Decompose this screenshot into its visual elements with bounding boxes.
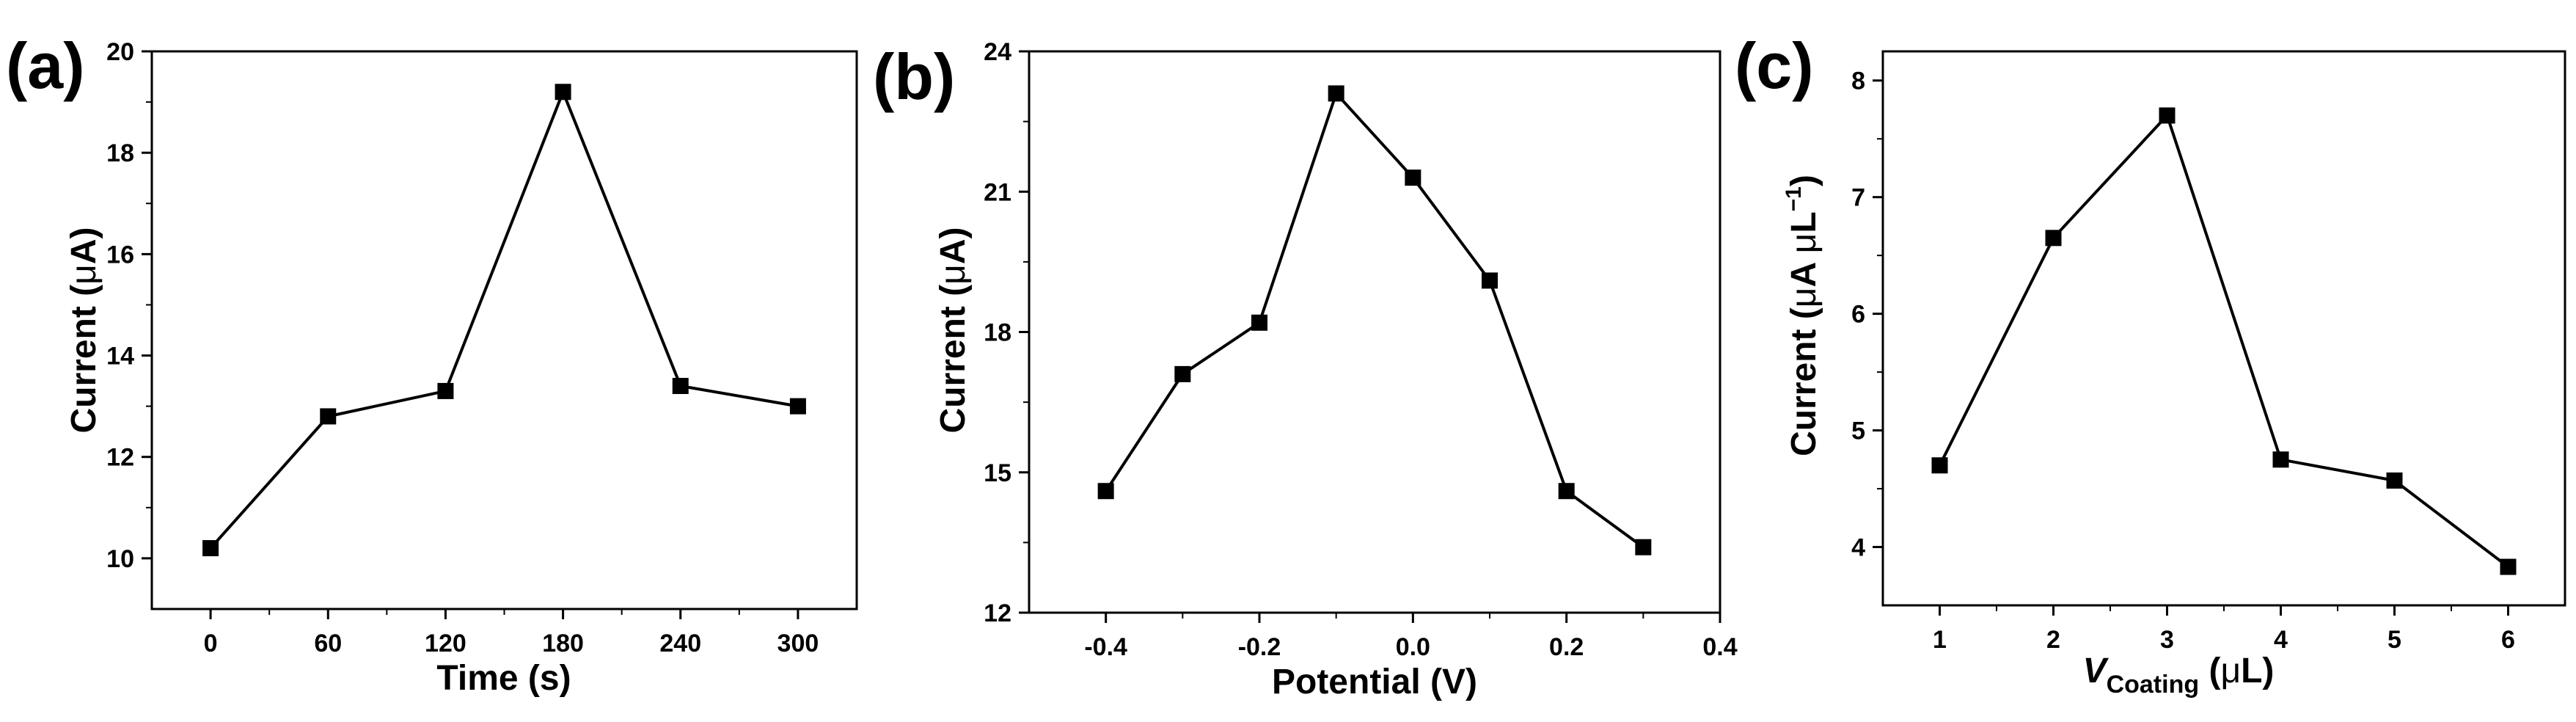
- data-point: [1931, 457, 1948, 474]
- ticks: 1 2 3 4 5 6 4 5 6 7 8: [1851, 68, 2515, 654]
- y-tick-label: 18: [106, 139, 134, 167]
- data-point: [2159, 107, 2176, 124]
- ticks: 0 60 120 180 240 300 10 12 14 16 18 20: [106, 38, 819, 657]
- x-tick-label: 120: [425, 630, 466, 657]
- data-point: [320, 408, 337, 425]
- data-point: [1405, 169, 1421, 186]
- y-tick-label: 7: [1851, 184, 1865, 212]
- plot-frame: [1881, 50, 2566, 607]
- y-tick-label: 21: [984, 178, 1011, 206]
- x-label-subscript: Coating: [2107, 671, 2200, 699]
- data-point: [437, 382, 454, 399]
- x-tick-label: 60: [314, 630, 342, 657]
- data-point: [1328, 85, 1344, 102]
- y-label-greek1: μ: [1785, 288, 1823, 308]
- y-tick-label: 18: [984, 319, 1011, 347]
- data-point: [202, 540, 219, 557]
- y-tick-label: 5: [1851, 417, 1865, 445]
- y-tick-label: 14: [106, 343, 134, 371]
- data-point: [2272, 451, 2289, 468]
- data-point: [2045, 230, 2062, 247]
- y-label-rest: A): [934, 227, 973, 265]
- y-tick-label: 12: [984, 599, 1011, 627]
- y-axis-label: Current (μA μL−1): [1782, 175, 1823, 456]
- y-tick-label: 12: [106, 444, 134, 472]
- x-tick-label: 0.0: [1396, 633, 1430, 661]
- y-label-main: Current (: [1785, 307, 1823, 456]
- y-label-greek2: μ: [1785, 233, 1823, 254]
- x-tick-label: -0.4: [1084, 633, 1127, 661]
- y-label-unit: L: [1785, 211, 1823, 233]
- y-tick-label: 24: [984, 38, 1011, 66]
- y-label-main: Current (: [934, 285, 973, 434]
- x-tick-label: 6: [2501, 626, 2515, 654]
- x-tick-label: 5: [2387, 626, 2401, 654]
- data-point: [1251, 314, 1267, 331]
- data-point: [1635, 539, 1652, 555]
- y-label-close: ): [1785, 175, 1823, 186]
- data-point: [789, 398, 806, 415]
- y-label-greek: μ: [934, 264, 973, 285]
- x-tick-label: 3: [2160, 626, 2174, 654]
- y-label-sup: −1: [1782, 186, 1806, 211]
- y-tick-label: 10: [106, 545, 134, 573]
- x-tick-label: 180: [542, 630, 584, 657]
- data-point: [1558, 483, 1575, 500]
- series: [1097, 85, 1652, 555]
- x-tick-label: 0.2: [1549, 633, 1584, 661]
- x-axis-label: VCoating (μL): [2083, 652, 2275, 699]
- data-point: [555, 84, 571, 101]
- panel-label: (b): [873, 40, 955, 113]
- panel-label: (a): [6, 29, 85, 102]
- data-point: [1097, 483, 1114, 500]
- x-label-open: (: [2199, 652, 2220, 690]
- series-line: [209, 90, 799, 550]
- data-point: [672, 378, 689, 394]
- y-label-mid: A: [1785, 253, 1823, 287]
- data-point: [2386, 472, 2403, 489]
- x-axis-label: Time (s): [436, 659, 571, 698]
- x-tick-label: 300: [777, 630, 819, 657]
- y-axis-label: Current (μA): [65, 227, 103, 434]
- y-label-main: Current (: [65, 285, 103, 434]
- series-line: [1938, 114, 2509, 569]
- x-tick-label: 0.4: [1702, 633, 1737, 661]
- data-point: [2500, 558, 2517, 575]
- x-label-rest: L): [2241, 652, 2274, 690]
- y-tick-label: 15: [984, 459, 1011, 487]
- panel-label: (c): [1735, 29, 1814, 102]
- x-label-v: V: [2083, 652, 2110, 690]
- y-tick-label: 20: [106, 38, 134, 66]
- y-tick-label: 8: [1851, 68, 1865, 95]
- plot-frame: [150, 50, 858, 610]
- y-tick-label: 16: [106, 241, 134, 269]
- panel-a: 0 60 120 180 240 300 10 12 14 16 18 20 (a) Time (s)…: [6, 29, 858, 698]
- y-tick-label: 4: [1851, 534, 1865, 562]
- x-tick-label: 2: [2046, 626, 2060, 654]
- x-tick-label: 1: [1933, 626, 1947, 654]
- x-axis-label: Potential (V): [1272, 663, 1477, 701]
- x-tick-label: 0: [204, 630, 218, 657]
- series: [1931, 107, 2517, 575]
- data-point: [1174, 365, 1191, 382]
- panel-b: -0.4 -0.2 0.0 0.2 0.4 12 15 18 21 24 (b) Potentia…: [873, 38, 1738, 701]
- series: [202, 84, 806, 557]
- x-label-greek: μ: [2220, 652, 2241, 690]
- x-tick-label: 4: [2274, 626, 2288, 654]
- y-tick-label: 6: [1851, 301, 1865, 329]
- y-label-rest: A): [65, 227, 103, 265]
- data-point: [1482, 272, 1498, 289]
- x-tick-label: 240: [659, 630, 701, 657]
- ticks: -0.4 -0.2 0.0 0.2 0.4 12 15 18 21 24: [984, 38, 1738, 661]
- x-tick-label: -0.2: [1238, 633, 1281, 661]
- series-line: [1105, 92, 1644, 549]
- y-axis-label: Current (μA): [934, 227, 973, 434]
- y-label-greek: μ: [65, 264, 103, 285]
